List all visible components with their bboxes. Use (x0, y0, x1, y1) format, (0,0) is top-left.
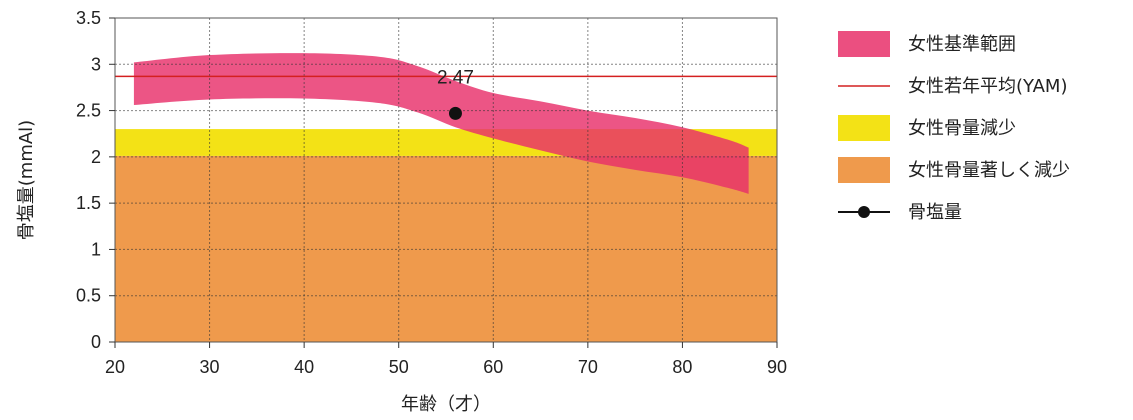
plot-frame (114, 17, 778, 343)
legend-label: 女性若年平均(YAM) (908, 76, 1068, 97)
y-tick-label: 0.5 (76, 286, 101, 306)
y-tick-label: 2.5 (76, 101, 101, 121)
x-tick-label: 60 (483, 357, 503, 377)
legend-item: 女性骨量著しく減少 (838, 157, 1070, 183)
legend-label: 女性骨量著しく減少 (908, 160, 1070, 181)
legend-marker (858, 206, 870, 218)
x-tick-label: 50 (389, 357, 409, 377)
y-tick-label: 3.5 (76, 8, 101, 28)
y-tick-label: 1 (91, 239, 101, 259)
legend-swatch (838, 157, 890, 183)
x-tick-label: 70 (578, 357, 598, 377)
y-axis-title: 骨塩量(mmAl) (16, 120, 37, 240)
point-value-label: 2.47 (437, 67, 474, 88)
x-tick-label: 90 (767, 357, 787, 377)
legend-label: 女性骨量減少 (908, 118, 1016, 139)
y-tick-label: 2 (91, 147, 101, 167)
x-tick-label: 80 (672, 357, 692, 377)
y-tick-label: 0 (91, 332, 101, 352)
legend-item: 女性若年平均(YAM) (838, 76, 1068, 97)
x-tick-label: 20 (105, 357, 125, 377)
legend-label: 骨塩量 (908, 202, 962, 223)
legend-item: 骨塩量 (838, 202, 962, 223)
x-tick-label: 40 (294, 357, 314, 377)
reference-range-band (133, 53, 749, 194)
legend-swatch (838, 31, 890, 57)
legend-label: 女性基準範囲 (908, 34, 1016, 55)
y-axis-title-group: 骨塩量(mmAl) (16, 120, 37, 240)
legend-item: 女性骨量減少 (838, 115, 1016, 141)
bone-mineral-point (448, 106, 462, 120)
legend-item: 女性基準範囲 (838, 31, 1016, 57)
x-tick-label: 30 (200, 357, 220, 377)
y-tick-label: 1.5 (76, 193, 101, 213)
x-axis-title: 年齢（才） (401, 394, 491, 415)
severe-decrease-band (115, 155, 777, 342)
y-tick-label: 3 (91, 54, 101, 74)
legend-swatch (838, 115, 890, 141)
